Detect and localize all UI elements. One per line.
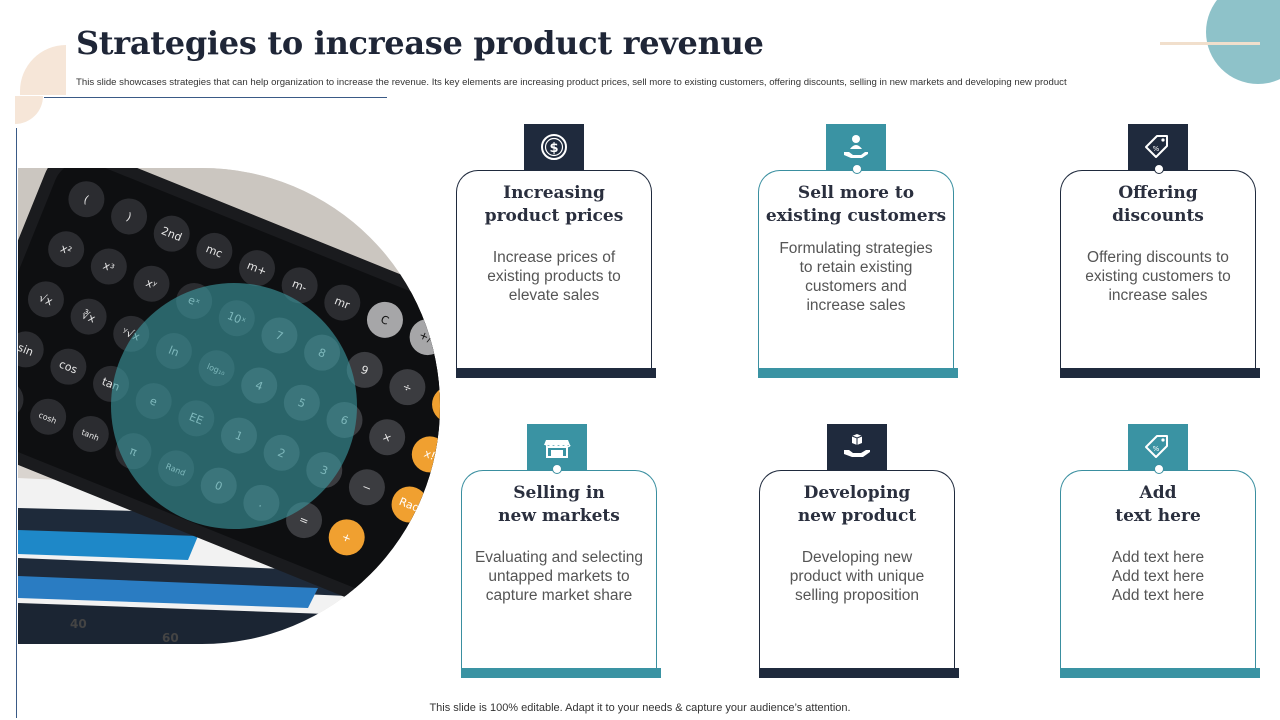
calculator-key-label: = (297, 513, 310, 529)
calculator-key-label: 9 (359, 363, 370, 378)
storefront-icon (527, 424, 587, 470)
card-title: Add text here (1115, 483, 1201, 526)
strategy-card-offering-discounts: % Offering discounts Offering discounts t… (1060, 124, 1260, 378)
calculator-key (72, 415, 109, 452)
decorative-shape (20, 45, 66, 95)
calculator-key (90, 248, 127, 285)
calculator-key-label: ∛x (80, 308, 98, 326)
calculator-key-label: x³ (101, 259, 116, 275)
calculator-key (369, 419, 406, 456)
calculator-key (324, 284, 361, 321)
decorative-shape-small (15, 96, 43, 124)
calculator-key (153, 215, 190, 252)
calculator-key (30, 398, 67, 435)
card-description: Evaluating and selecting untapped markets… (474, 549, 644, 604)
calculator-key-label: ÷ (400, 380, 413, 396)
calculator-key-label: × (380, 430, 393, 446)
calculator-photo: 40 60 ()2ndmcm+m-mrC+/-%x²x³xʸeˣ10ˣ789÷¹… (18, 168, 440, 644)
strategy-card-add-text: % Add text here Add text here Add text her… (1060, 424, 1260, 678)
footer-note: This slide is 100% editable. Adapt it to… (429, 702, 851, 714)
calculator-key-label: mr (333, 294, 352, 312)
card-description: Offering discounts to existing customers … (1085, 249, 1231, 304)
card-description: Increase prices of existing products to el… (487, 249, 621, 304)
calculator-key (68, 181, 105, 218)
card-title: Developing new product (797, 483, 917, 526)
card-bar (759, 668, 959, 678)
calculator-key (196, 232, 233, 269)
decorative-line (1160, 42, 1260, 45)
calculator-key-label: + (340, 530, 353, 546)
calculator-key (18, 331, 44, 368)
calculator-key-label: xʸ (144, 276, 159, 292)
calculator-key-label: ( (82, 193, 91, 207)
divider-vertical (16, 128, 17, 718)
hand-customer-icon (826, 124, 886, 170)
card-title: Sell more to existing customers (765, 183, 947, 226)
strategy-card-new-product: Developing new product Developing new prod… (759, 424, 959, 678)
calculator-key (281, 267, 318, 304)
calculator-key (48, 231, 85, 268)
hand-box-icon (827, 424, 887, 470)
strategy-card-increasing-prices: $ Increasing product prices Increase pric… (456, 124, 656, 378)
dollar-coin-icon: $ (524, 124, 584, 170)
svg-text:$: $ (549, 141, 558, 156)
axis-label: 60 (162, 631, 179, 644)
calculator-key-label: √x (37, 291, 55, 308)
calculator-key (70, 298, 107, 335)
calculator-key (50, 348, 87, 385)
discount-tag-icon: % (1128, 124, 1188, 170)
page-subtitle: This slide showcases strategies that can… (76, 77, 1067, 88)
calculator-key (111, 198, 148, 235)
axis-label: 40 (70, 617, 87, 631)
calculator-key-label: sin (18, 341, 35, 359)
card-title: Increasing product prices (484, 183, 624, 226)
calculator-key (346, 351, 383, 388)
calculator-key (328, 519, 365, 556)
calculator-key (133, 265, 170, 302)
calculator-key (27, 281, 64, 318)
card-title: Offering discounts (1112, 183, 1204, 226)
calculator-key (366, 301, 403, 338)
card-bar (461, 668, 661, 678)
card-title: Selling in new markets (498, 483, 620, 526)
calculator-key-label: x! (422, 447, 437, 463)
strategy-card-new-markets: Selling in new markets Evaluating and sel… (461, 424, 661, 678)
card-description: Add text here Add text here Add text here (1111, 549, 1205, 604)
card-bar (758, 368, 958, 378)
svg-text:%: % (1153, 445, 1160, 453)
calculator-key (348, 469, 385, 506)
calculator-key-label: ) (124, 210, 133, 224)
calculator-key (239, 250, 276, 287)
svg-text:%: % (1153, 145, 1160, 153)
calculator-key (389, 369, 426, 406)
card-bar (456, 368, 656, 378)
calculator-key-label: mc (204, 242, 224, 260)
calculator-key-label: − (360, 480, 373, 496)
card-description: Developing new product with unique selling… (789, 549, 925, 604)
calculator-key-label: m- (290, 277, 309, 295)
calculator-key-label: x² (58, 242, 73, 258)
price-tag-icon: % (1128, 424, 1188, 470)
card-bar (1060, 368, 1260, 378)
page-title: Strategies to increase product revenue (76, 24, 764, 62)
card-bar (1060, 668, 1260, 678)
divider-horizontal (44, 97, 387, 98)
strategy-card-existing-customers: Sell more to existing customers Formulati… (758, 124, 958, 378)
card-description: Formulating strategies to retain existing… (779, 240, 933, 314)
